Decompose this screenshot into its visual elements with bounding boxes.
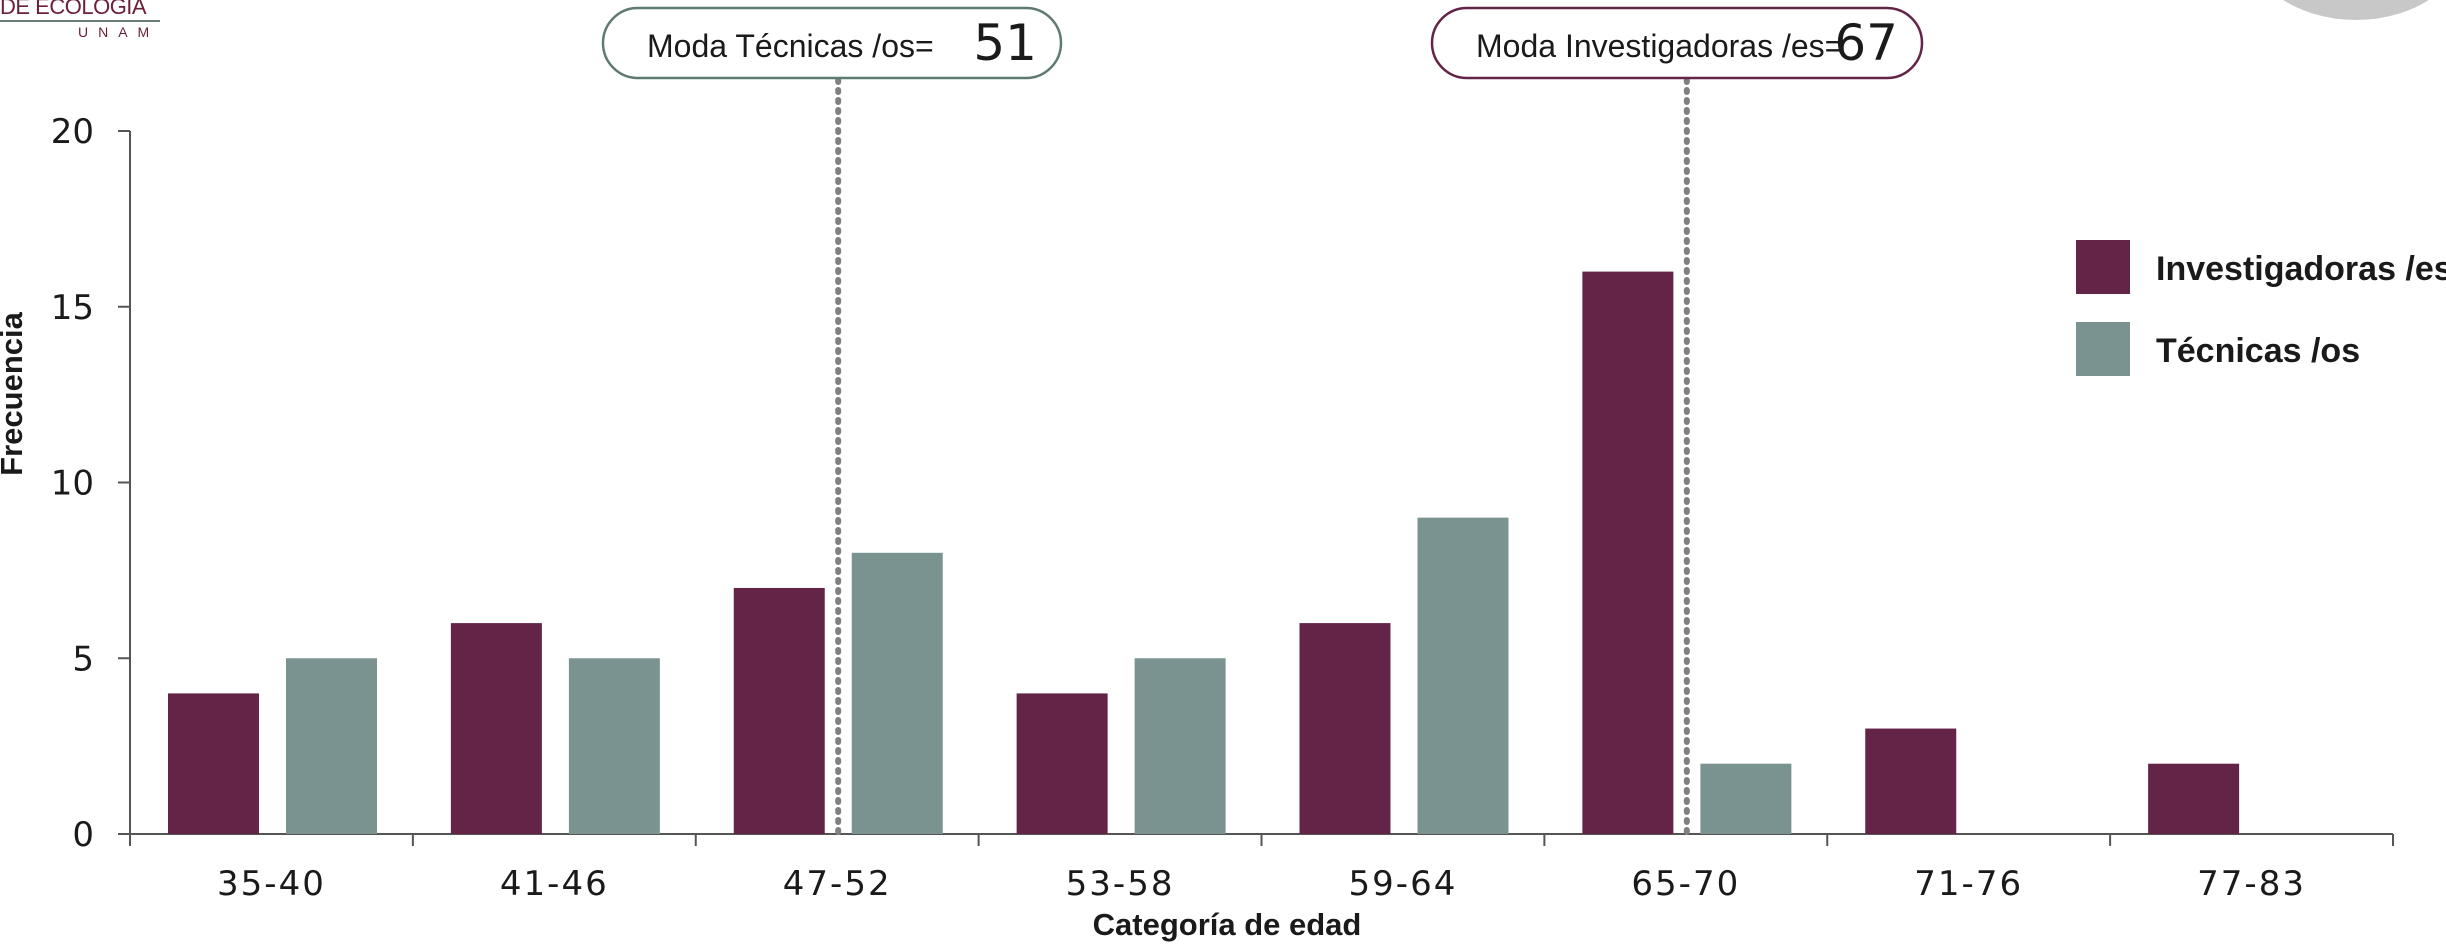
x-tick-label: 35-40 bbox=[217, 864, 326, 904]
bar-investigadoras-53-58 bbox=[1016, 693, 1108, 834]
y-tick-label: 20 bbox=[51, 112, 94, 152]
y-tick-label: 5 bbox=[72, 639, 94, 679]
x-tick-label: 71-76 bbox=[1914, 864, 2023, 904]
y-axis-title: Frecuencia bbox=[0, 311, 29, 475]
bar-investigadoras-35-40 bbox=[168, 693, 259, 834]
legend-label-tecnicas: Técnicas /os bbox=[2156, 332, 2360, 370]
x-tick-label: 47-52 bbox=[783, 864, 892, 904]
x-tick-label: 41-46 bbox=[500, 864, 609, 904]
bar-investigadoras-71-76 bbox=[1865, 728, 1957, 834]
axes: 0 5 10 15 20 35-40 41-46 47-52 53-58 59-64 65-70 71… bbox=[51, 112, 2394, 904]
x-axis-title: Categoría de edad bbox=[1093, 907, 1362, 942]
y-tick-label: 15 bbox=[51, 288, 94, 328]
bar-investigadoras-59-64 bbox=[1299, 623, 1391, 834]
bar-investigadoras-65-70 bbox=[1582, 271, 1674, 835]
logo-text-bottom: UNAM bbox=[78, 24, 160, 40]
bar-tecnicas-41-46 bbox=[568, 658, 660, 834]
legend-label-investigadoras: Investigadoras /es bbox=[2156, 250, 2446, 288]
x-tick-label: 59-64 bbox=[1349, 864, 1458, 904]
institution-logo: DE ECOLOGÍA UNAM bbox=[0, 0, 170, 50]
x-tick-label: 53-58 bbox=[1066, 864, 1175, 904]
legend: Investigadoras /es Técnicas /os bbox=[2076, 240, 2446, 376]
bar-tecnicas-35-40 bbox=[286, 658, 377, 834]
mode-value-tecnicas: 51 bbox=[973, 14, 1037, 72]
bar-tecnicas-47-52 bbox=[851, 552, 943, 834]
logo-divider bbox=[0, 20, 160, 22]
legend-swatch-investigadoras bbox=[2076, 240, 2130, 294]
bar-investigadoras-77-83 bbox=[2148, 763, 2240, 834]
mode-label-tecnicas: Moda Técnicas /os= bbox=[647, 28, 934, 64]
bars bbox=[168, 271, 2240, 835]
x-tick-label: 77-83 bbox=[2197, 864, 2306, 904]
bar-investigadoras-41-46 bbox=[450, 623, 542, 834]
mode-box-investigadoras bbox=[1430, 6, 1924, 80]
mode-value-investigadoras: 67 bbox=[1834, 14, 1898, 72]
mode-annotations: Moda Técnicas /os= 51 Moda Investigadoras … bbox=[601, 6, 1924, 837]
bar-tecnicas-59-64 bbox=[1417, 517, 1509, 834]
bar-investigadoras-47-52 bbox=[733, 587, 825, 834]
corner-decoration bbox=[2283, 0, 2429, 20]
mode-label-investigadoras: Moda Investigadoras /es= bbox=[1476, 28, 1843, 64]
bar-tecnicas-65-70 bbox=[1700, 763, 1792, 834]
y-tick-label: 0 bbox=[72, 815, 94, 855]
x-tick-label: 65-70 bbox=[1631, 864, 1740, 904]
legend-swatch-tecnicas bbox=[2076, 322, 2130, 376]
y-tick-label: 10 bbox=[51, 464, 94, 504]
bar-tecnicas-53-58 bbox=[1134, 658, 1226, 834]
mode-box-tecnicas bbox=[601, 6, 1063, 80]
logo-text-top: DE ECOLOGÍA bbox=[0, 0, 147, 19]
